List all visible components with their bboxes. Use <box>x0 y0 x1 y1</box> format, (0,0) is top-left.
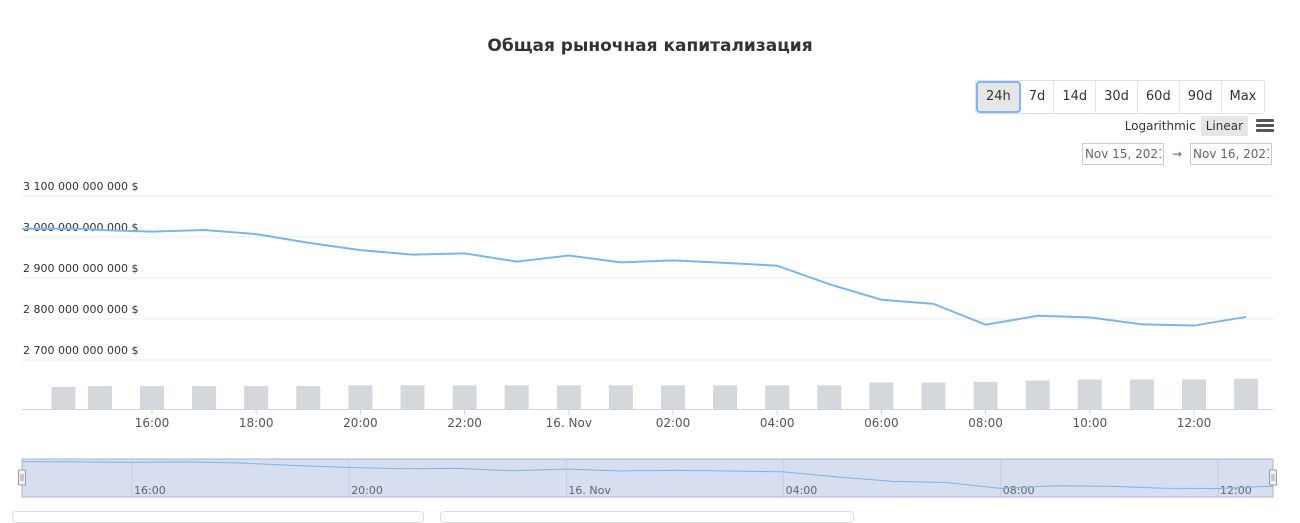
volume-bar <box>87 385 112 409</box>
bottom-card-left <box>12 511 424 523</box>
navigator-left-handle[interactable] <box>18 469 26 486</box>
date-arrow: → <box>1171 147 1182 161</box>
range-button-14d[interactable]: 14d <box>1054 81 1097 113</box>
x-tick-label: 06:00 <box>864 416 899 430</box>
x-tick-label: 04:00 <box>760 416 795 430</box>
volume-bar <box>504 385 529 409</box>
scale-linear-button[interactable]: Linear <box>1200 116 1248 136</box>
navigator-tick-label: 08:00 <box>1003 484 1035 497</box>
range-button-60d[interactable]: 60d <box>1137 81 1180 113</box>
volume-bar <box>661 385 685 409</box>
x-tick-label: 12:00 <box>1177 416 1212 430</box>
volume-bar <box>869 382 894 409</box>
x-tick-label: 10:00 <box>1073 416 1108 430</box>
date-from-input[interactable] <box>1081 143 1164 165</box>
x-tick-label: 08:00 <box>968 416 1003 430</box>
volume-bar <box>1182 379 1206 409</box>
volume-bar <box>921 382 946 409</box>
navigator-tick-label: 16:00 <box>134 484 166 497</box>
volume-bar <box>296 385 321 409</box>
market-cap-chart: 2 700 000 000 000 $ 2 800 000 000 000 $ 2 … <box>18 180 1277 498</box>
page-heading-cut-off: ▬▬▬▬▬ <box>560 0 760 4</box>
scale-logarithmic-button[interactable]: Logarithmic <box>1124 119 1196 133</box>
range-button-30d[interactable]: 30d <box>1096 81 1138 113</box>
volume-bar <box>244 385 269 409</box>
scale-toggle: Logarithmic Linear <box>1120 116 1274 136</box>
x-tick-label: 02:00 <box>656 416 691 430</box>
volume-bar <box>1129 379 1154 409</box>
volume-bar <box>452 385 477 409</box>
range-button-max[interactable]: Max <box>1221 81 1265 113</box>
y-tick-label: 3 100 000 000 000 $ <box>23 180 138 193</box>
volume-bar <box>51 386 76 409</box>
range-button-24h[interactable]: 24h <box>976 81 1021 113</box>
navigator-tick-label: 04:00 <box>786 484 818 497</box>
y-tick-label: 3 000 000 000 000 $ <box>23 221 138 234</box>
volume-bar <box>973 381 998 409</box>
volume-bar <box>140 385 164 409</box>
range-button-90d[interactable]: 90d <box>1179 81 1222 113</box>
y-tick-label: 2 700 000 000 000 $ <box>23 344 138 357</box>
market-cap-line <box>22 227 1247 327</box>
volume-bar <box>556 385 581 409</box>
y-tick-label: 2 900 000 000 000 $ <box>23 262 138 275</box>
volume-bar <box>713 385 738 409</box>
volume-bar <box>348 385 373 409</box>
bottom-card-right <box>440 511 854 523</box>
range-selector: 24h 7d 14d 30d 60d 90d Max <box>975 80 1266 114</box>
x-tick-label: 16:00 <box>135 416 170 430</box>
x-tick-label: 16. Nov <box>546 416 592 430</box>
navigator-tick-label: 20:00 <box>351 484 383 497</box>
date-to-input[interactable] <box>1190 143 1272 165</box>
volume-bar <box>1025 380 1050 409</box>
x-tick-label: 20:00 <box>343 416 378 430</box>
volume-bar <box>192 385 217 409</box>
date-range: → <box>1081 143 1272 165</box>
volume-bar <box>1077 379 1102 409</box>
navigator-tick-label: 16. Nov <box>568 484 611 497</box>
navigator-tick-label: 12:00 <box>1220 484 1252 497</box>
volume-bar <box>1234 378 1259 409</box>
x-tick-label: 22:00 <box>447 416 482 430</box>
volume-bar <box>817 385 842 409</box>
x-tick-label: 18:00 <box>239 416 274 430</box>
navigator-window <box>21 458 1274 498</box>
range-button-7d[interactable]: 7d <box>1020 81 1055 113</box>
volume-bar <box>608 385 633 409</box>
navigator-right-handle[interactable] <box>1269 469 1277 486</box>
volume-bar <box>400 385 425 409</box>
volume-bar <box>765 385 790 409</box>
navigator-line <box>21 461 1274 490</box>
menu-icon[interactable] <box>1256 119 1274 133</box>
y-tick-label: 2 800 000 000 000 $ <box>23 303 138 316</box>
chart-title: Общая рыночная капитализация <box>487 36 813 56</box>
